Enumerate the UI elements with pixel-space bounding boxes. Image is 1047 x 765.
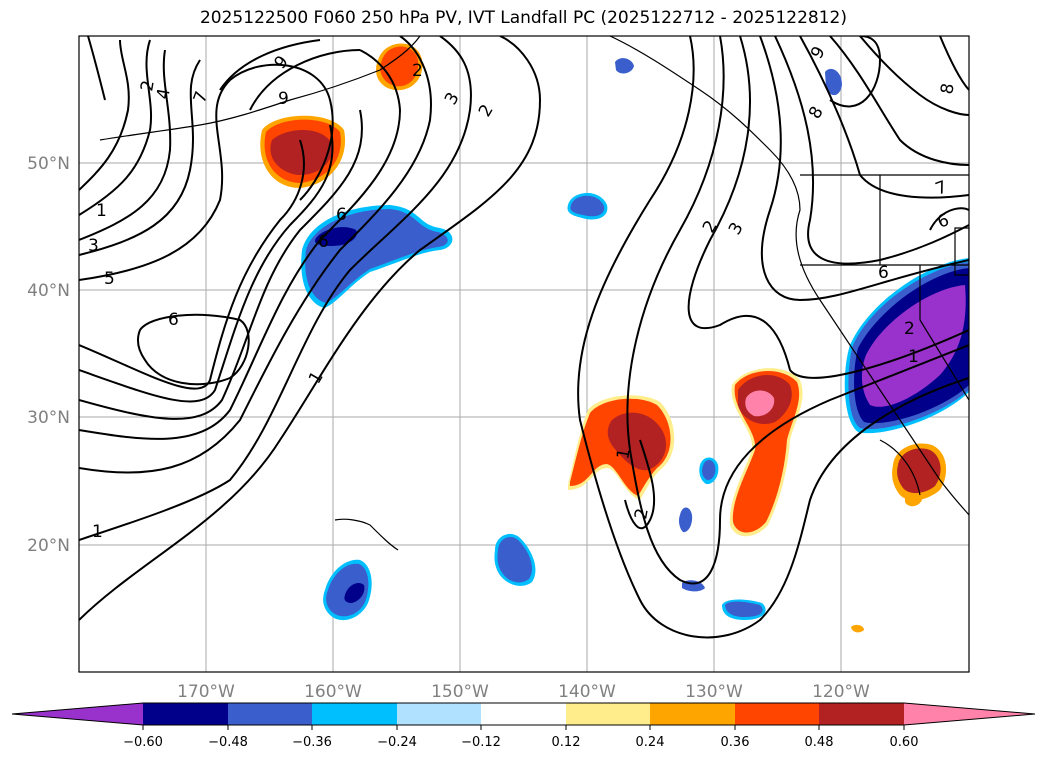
lat-tick-label: 30°N [27, 408, 70, 428]
contour-label: 2 [412, 61, 423, 81]
ivt-positive-region [607, 412, 667, 471]
colorbar-tick-label: 0.48 [805, 735, 834, 750]
lon-tick-label: 160°W [304, 682, 362, 702]
plot-area [79, 36, 969, 672]
lon-tick-label: 150°W [431, 682, 489, 702]
plot-frame [78, 35, 970, 673]
contour-label: 2 [631, 507, 653, 521]
colorbar-segment [650, 703, 735, 725]
contour-label: 1 [613, 447, 635, 461]
ivt-negative-region [679, 507, 693, 533]
contour-label: 2 [137, 79, 159, 93]
contour-label: 1 [908, 347, 919, 367]
ivt-negative-region [825, 68, 842, 96]
contour-label: 2 [699, 217, 722, 236]
lat-tick-label: 40°N [27, 281, 70, 301]
ivt-shading [260, 43, 969, 633]
lon-tick-label: 130°W [685, 682, 743, 702]
ivt-negative-region [702, 460, 716, 481]
ivt-positive-region [745, 390, 775, 417]
colorbar-segment [481, 703, 566, 725]
colorbar-extend-high [904, 703, 1035, 725]
colorbar-segment [819, 703, 904, 725]
contour-label: 4 [153, 87, 175, 101]
contour-label: 8 [805, 103, 828, 122]
contour-label: 6 [168, 310, 179, 330]
ivt-negative-region [314, 227, 357, 246]
lon-tick-label: 140°W [558, 682, 616, 702]
ivt-negative-region [570, 195, 605, 217]
contour-label: 6 [318, 232, 329, 252]
ivt-negative-region [326, 563, 369, 617]
contour-label: 6 [878, 263, 889, 283]
colorbar-tick-label: −0.36 [292, 735, 332, 750]
contour-label: 7 [190, 89, 212, 106]
colorbar-segment [397, 703, 481, 725]
lon-axis: 170°W 160°W 150°W 140°W 130°W 120°W [177, 682, 870, 702]
colorbar-tick-label: −0.24 [377, 735, 417, 750]
coastlines [99, 36, 969, 551]
colorbar-segment [143, 703, 228, 725]
contour-label: 8 [937, 82, 959, 96]
contour-label: 2 [904, 319, 915, 339]
colorbar-ticks [142, 725, 905, 730]
contour-label: 3 [725, 219, 748, 238]
ivt-positive-region [897, 448, 941, 494]
ivt-negative-region [725, 601, 763, 617]
colorbar-extend-low [12, 703, 143, 725]
colorbar-tick-label: 0.36 [721, 735, 750, 750]
map-title: 2025122500 F060 250 hPa PV, IVT Landfall… [199, 8, 847, 28]
contour-label: 7 [933, 177, 950, 199]
ivt-positive-region [905, 494, 922, 507]
ivt-positive-region [851, 624, 864, 633]
colorbar-tick-label: −0.12 [461, 735, 501, 750]
lat-tick-label: 50°N [27, 154, 70, 174]
contour-label: 6 [935, 210, 952, 232]
colorbar-tick-label: 0.12 [552, 735, 581, 750]
colorbar-segment [566, 703, 650, 725]
contour-label: 2 [475, 101, 498, 120]
lat-tick-label: 20°N [27, 536, 70, 556]
contour-label: 5 [104, 269, 115, 289]
colorbar-segment [312, 703, 397, 725]
ivt-positive-region [270, 130, 333, 176]
colorbar-segment [228, 703, 312, 725]
contour-label: 1 [92, 522, 103, 542]
colorbar-tick-label: −0.60 [123, 735, 163, 750]
colorbar-segment [735, 703, 819, 725]
pv-contours [79, 36, 969, 639]
ivt-negative-region [497, 536, 533, 583]
ivt-negative-region [615, 58, 634, 74]
contour-label: 1 [96, 201, 107, 221]
lon-tick-label: 170°W [177, 682, 235, 702]
colorbar-tick-label: 0.60 [890, 735, 919, 750]
colorbar-tick-label: 0.24 [636, 735, 665, 750]
colorbar-tick-label: −0.48 [208, 735, 248, 750]
colorbar: −0.60 −0.48 −0.36 −0.24 −0.12 0.12 0.24 … [11, 702, 1036, 750]
lat-axis: 50°N 40°N 30°N 20°N [27, 154, 70, 556]
lon-tick-label: 120°W [812, 682, 870, 702]
contour-label: 3 [88, 236, 99, 256]
contour-label: 9 [278, 89, 289, 109]
ivt-negative-region [344, 583, 365, 603]
contour-label: 9 [807, 43, 830, 62]
contour-label: 6 [336, 205, 347, 225]
